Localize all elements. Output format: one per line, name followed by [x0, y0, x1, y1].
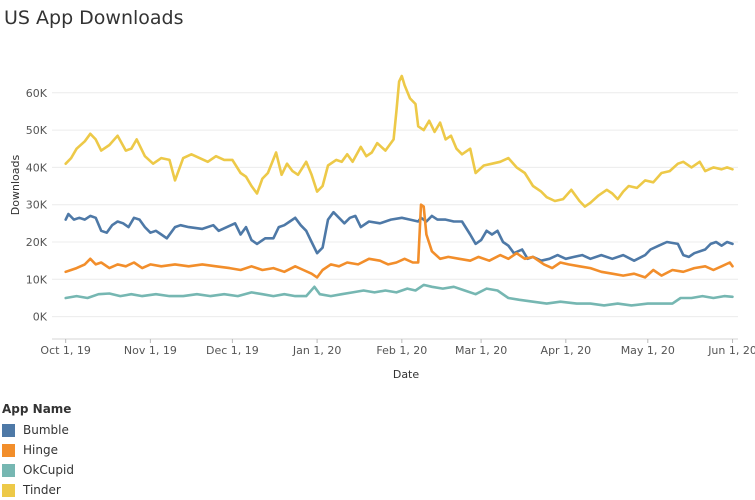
x-tick-label: Jan 1, 20	[292, 344, 341, 357]
y-tick-label: 60K	[26, 87, 48, 100]
legend-item-okcupid[interactable]: OkCupid	[2, 460, 74, 480]
series-line-hinge	[64, 203, 734, 279]
legend-label: Tinder	[23, 483, 61, 497]
legend-item-bumble[interactable]: Bumble	[2, 420, 74, 440]
y-tick-label: 20K	[26, 236, 48, 249]
series-line-okcupid	[64, 283, 734, 307]
line-chart: 0K 10K 20K 30K 40K 50K 60K Oct 1, 19 Nov 1, 19 D…	[9, 74, 755, 381]
x-axis-label: Date	[393, 368, 420, 381]
y-axis: 0K 10K 20K 30K 40K 50K 60K	[26, 87, 48, 324]
y-tick-label: 30K	[26, 199, 48, 212]
x-tick-label: Feb 1, 20	[376, 344, 427, 357]
series-lines	[64, 74, 734, 307]
y-tick-label: 0K	[33, 311, 48, 324]
series-line-tinder	[64, 74, 734, 208]
series-line-bumble	[64, 210, 734, 262]
x-tick-label: Dec 1, 19	[206, 344, 259, 357]
y-axis-label: Downloads	[9, 155, 22, 216]
legend-swatch	[2, 463, 15, 477]
legend-label: OkCupid	[23, 463, 74, 477]
legend-item-tinder[interactable]: Tinder	[2, 480, 74, 500]
legend-swatch	[2, 443, 15, 457]
legend-swatch	[2, 423, 15, 437]
legend-item-hinge[interactable]: Hinge	[2, 440, 74, 460]
x-tick-label: May 1, 20	[621, 344, 675, 357]
legend-title: App Name	[2, 402, 72, 416]
y-tick-label: 10K	[26, 273, 48, 286]
chart-title: US App Downloads	[4, 7, 184, 29]
x-tick-label: Oct 1, 19	[40, 344, 91, 357]
gridlines	[52, 92, 738, 318]
y-tick-label: 50K	[26, 124, 48, 137]
legend-label: Hinge	[23, 443, 58, 457]
legend-label: Bumble	[23, 423, 69, 437]
legend: App Name Bumble Hinge OkCupid Tinder	[2, 402, 74, 500]
x-tick-label: Jun 1, 20	[707, 344, 755, 357]
x-tick-label: Apr 1, 20	[541, 344, 592, 357]
y-tick-label: 40K	[26, 161, 48, 174]
x-tick-label: Mar 1, 20	[455, 344, 507, 357]
legend-swatch	[2, 483, 15, 497]
legend-items: Bumble Hinge OkCupid Tinder	[2, 420, 74, 500]
x-axis: Oct 1, 19 Nov 1, 19 Dec 1, 19 Jan 1, 20 Feb …	[40, 338, 755, 357]
x-tick-label: Nov 1, 19	[124, 344, 177, 357]
